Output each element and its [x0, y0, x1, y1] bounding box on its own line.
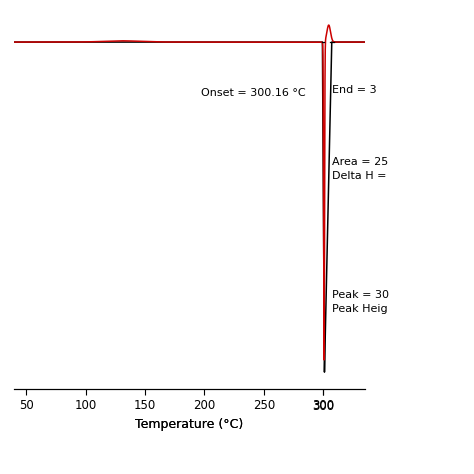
X-axis label: Temperature (°C): Temperature (°C) — [136, 418, 244, 431]
X-axis label: Temperature (°C): Temperature (°C) — [136, 419, 244, 431]
Text: Area = 25
Delta H =: Area = 25 Delta H = — [332, 156, 388, 181]
Text: Onset = 300.16 °C: Onset = 300.16 °C — [201, 89, 306, 99]
Text: Peak = 30
Peak Heig: Peak = 30 Peak Heig — [332, 290, 389, 314]
Text: End = 3: End = 3 — [332, 85, 376, 95]
